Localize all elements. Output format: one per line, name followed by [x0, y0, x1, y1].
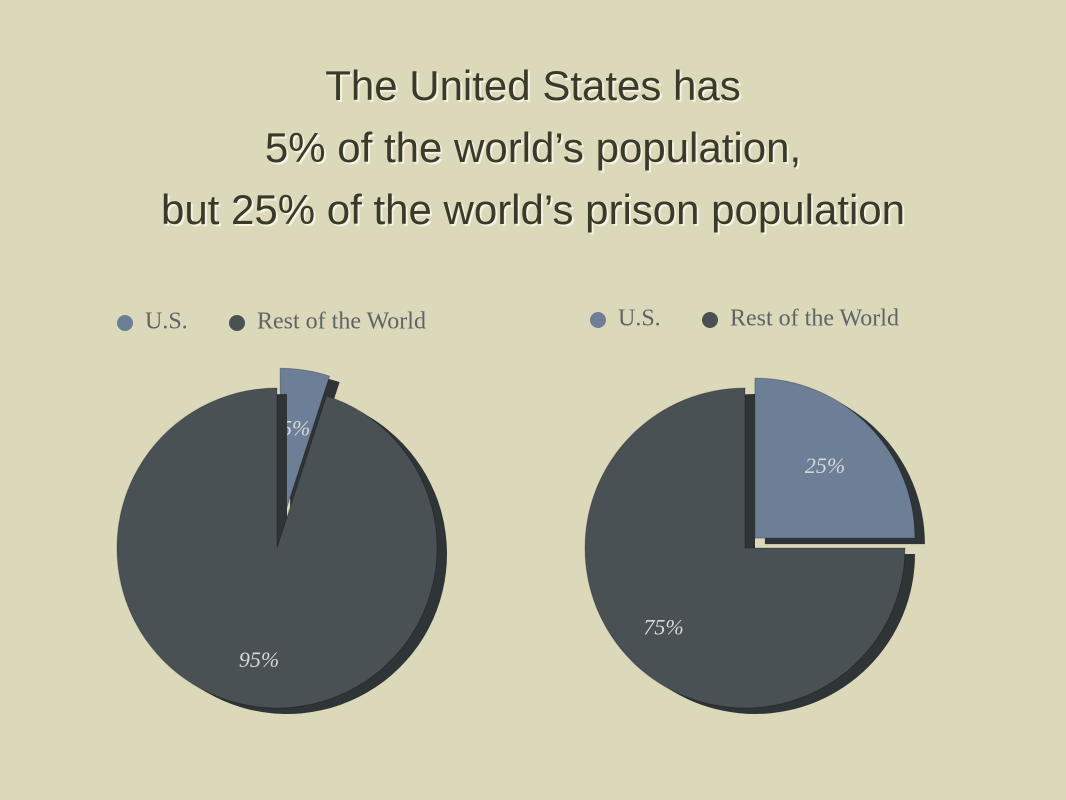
- title-shadow: 5% of the world’s population,: [267, 126, 803, 173]
- legend-label: U.S.: [145, 309, 188, 335]
- legend-label: U.S.: [618, 306, 661, 332]
- pie-slice: [116, 387, 438, 709]
- legend-swatch: [702, 312, 718, 328]
- slice-label: 75%: [643, 615, 683, 640]
- slice-label: 95%: [239, 647, 279, 672]
- slice-label: 25%: [805, 453, 845, 478]
- legend-swatch: [590, 312, 606, 328]
- title-shadow: but 25% of the world’s prison population: [163, 188, 907, 235]
- legend-label: Rest of the World: [257, 309, 426, 335]
- legend-swatch: [117, 315, 133, 331]
- pie-slice: [279, 367, 331, 529]
- pie-slice: [584, 387, 906, 709]
- legend-swatch: [229, 315, 245, 331]
- title-shadow: The United States has: [327, 64, 743, 111]
- pie-slice: [754, 377, 916, 539]
- title-line: 5% of the world’s population,: [265, 124, 801, 171]
- title-line: The United States has: [325, 62, 741, 109]
- legend-label: Rest of the World: [730, 306, 899, 332]
- title-line: but 25% of the world’s prison population: [161, 186, 905, 233]
